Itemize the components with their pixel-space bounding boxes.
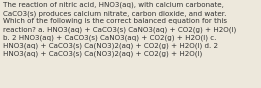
Text: The reaction of nitric acid, HNO3(aq), with calcium carbonate,
CaCO3(s) produces: The reaction of nitric acid, HNO3(aq), w… bbox=[3, 2, 236, 57]
